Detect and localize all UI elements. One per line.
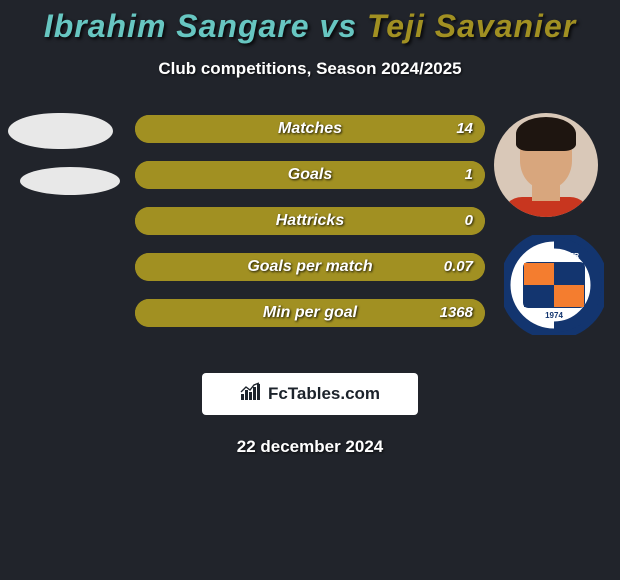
- title-vs: vs: [310, 8, 367, 44]
- stat-right-value: 1: [465, 161, 473, 189]
- stat-row: Matches14: [135, 115, 485, 143]
- footer-brand-box: FcTables.com: [202, 373, 418, 415]
- stat-right-value: 0: [465, 207, 473, 235]
- stat-right-value: 14: [456, 115, 473, 143]
- stat-label: Matches: [135, 115, 485, 143]
- stat-label: Hattricks: [135, 207, 485, 235]
- comparison-title: Ibrahim Sangare vs Teji Savanier: [0, 0, 620, 45]
- title-player2: Teji Savanier: [367, 8, 576, 44]
- title-player1: Ibrahim Sangare: [44, 8, 310, 44]
- bar-chart-icon: [240, 382, 262, 407]
- player1-photo-placeholder: [8, 113, 113, 149]
- stat-row: Goals per match0.07: [135, 253, 485, 281]
- stat-right-value: 0.07: [444, 253, 473, 281]
- player1-club-placeholder: [20, 167, 120, 195]
- stat-bars: Matches14 Goals1 Hattricks0 Goals per match…: [135, 115, 485, 345]
- stat-row: Min per goal1368: [135, 299, 485, 327]
- player2-club-badge: MONTPELLIER 1974: [504, 235, 604, 335]
- stat-row: Goals1: [135, 161, 485, 189]
- subtitle-text: Club competitions, Season 2024/2025: [0, 59, 620, 79]
- stat-label: Min per goal: [135, 299, 485, 327]
- stat-label: Goals per match: [135, 253, 485, 281]
- stat-label: Goals: [135, 161, 485, 189]
- stat-row: Hattricks0: [135, 207, 485, 235]
- player1-column: [8, 113, 120, 195]
- date-text: 22 december 2024: [0, 437, 620, 457]
- svg-text:MONTPELLIER: MONTPELLIER: [529, 253, 579, 260]
- footer-brand-text: FcTables.com: [268, 384, 380, 404]
- stat-right-value: 1368: [440, 299, 473, 327]
- player2-column: MONTPELLIER 1974: [494, 113, 604, 335]
- svg-text:1974: 1974: [545, 311, 563, 320]
- stats-area: MONTPELLIER 1974 Matches14 Goals1 Hattrick…: [0, 113, 620, 353]
- montpellier-badge-icon: MONTPELLIER 1974: [504, 235, 604, 335]
- player2-photo: [494, 113, 598, 217]
